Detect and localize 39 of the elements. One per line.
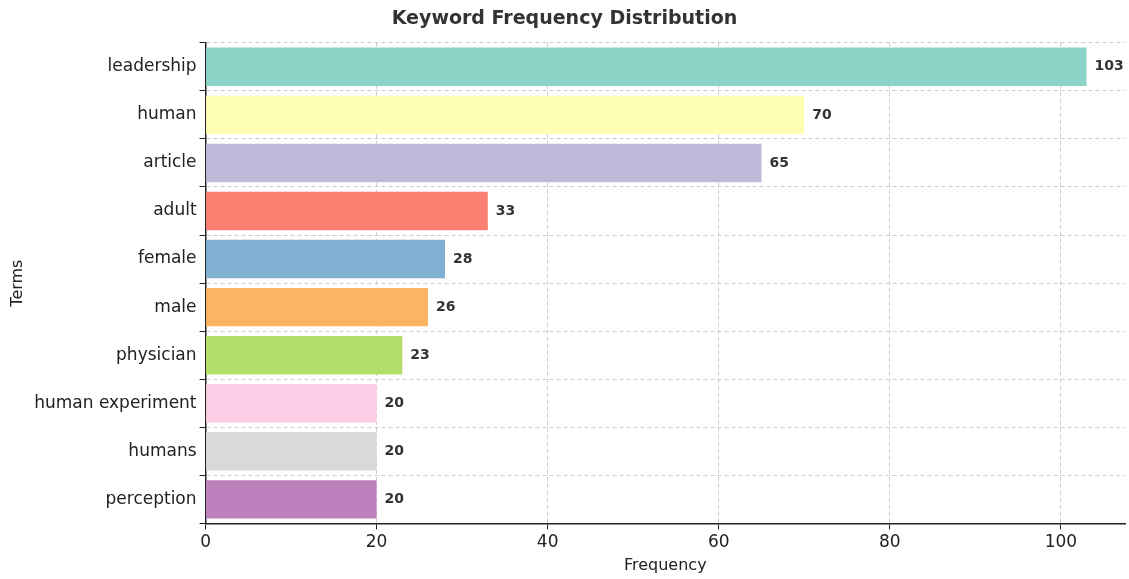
x-tick-label: 20 <box>365 531 388 552</box>
y-tick-label: physician <box>116 343 197 364</box>
data-label: 65 <box>769 153 789 170</box>
data-label: 33 <box>495 201 516 218</box>
data-label: 23 <box>410 345 430 362</box>
y-tick-label: male <box>154 295 197 316</box>
y-tick-label: article <box>143 151 197 172</box>
data-label: 26 <box>435 297 456 314</box>
bar <box>206 143 762 183</box>
data-label: 20 <box>384 490 405 507</box>
data-label: 103 <box>1094 57 1124 74</box>
chart-title: Keyword Frequency Distribution <box>391 6 738 29</box>
y-tick-label: humans <box>128 439 197 460</box>
bar <box>206 47 1087 87</box>
x-tick-label: 0 <box>200 531 211 552</box>
bar <box>206 95 805 135</box>
x-tick-label: 80 <box>878 531 901 552</box>
y-tick-label: female <box>137 247 197 268</box>
x-tick-label: 100 <box>1044 531 1078 552</box>
y-tick-label: human experiment <box>34 391 197 412</box>
data-label: 20 <box>384 393 405 410</box>
y-axis-title: Terms <box>6 259 26 308</box>
x-tick-label: 40 <box>536 531 559 552</box>
data-label: 28 <box>453 249 473 266</box>
bar <box>206 335 403 375</box>
bar <box>206 384 377 423</box>
bar <box>206 480 377 519</box>
bar <box>206 239 446 279</box>
bar <box>206 191 488 231</box>
data-label: 20 <box>384 441 405 458</box>
y-tick-label: adult <box>153 199 197 220</box>
y-tick-label: human <box>137 103 197 124</box>
x-axis-title: Frequency <box>623 554 707 574</box>
y-tick-label: leadership <box>107 55 197 76</box>
x-tick-label: 60 <box>707 531 730 552</box>
data-label: 70 <box>812 105 832 122</box>
y-tick-label: perception <box>105 487 197 508</box>
bar <box>206 287 428 327</box>
bar <box>206 432 377 471</box>
